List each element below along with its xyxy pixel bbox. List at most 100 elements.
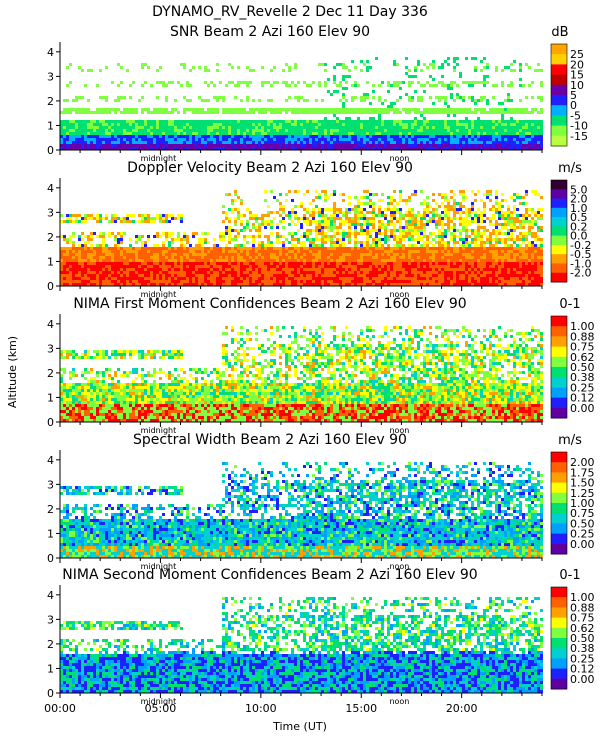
heatmap-cell [327,265,330,268]
heatmap-cell [66,220,69,223]
heatmap-cell [63,135,66,138]
colorbar-segment [551,54,567,65]
heatmap-cell [372,141,375,144]
heatmap-cell [276,259,279,262]
heatmap-cell [333,217,336,220]
heatmap-cell [216,277,219,280]
heatmap-cell [117,283,120,286]
heatmap-cell [399,199,402,202]
heatmap-cell [261,250,264,253]
heatmap-cell [402,253,405,256]
heatmap-cell [468,120,471,123]
heatmap-cell [120,220,123,223]
heatmap-cell [384,226,387,229]
heatmap-cell [402,141,405,144]
heatmap-cell [348,223,351,226]
heatmap-cell [357,126,360,129]
heatmap-cell [306,144,309,147]
heatmap-cell [357,277,360,280]
heatmap-cell [408,111,411,114]
heatmap-cell [144,120,147,123]
heatmap-cell [237,250,240,253]
heatmap-cell [198,238,201,241]
heatmap-cell [351,217,354,220]
heatmap-cell [63,120,66,123]
heatmap-cell [420,235,423,238]
heatmap-cell [435,241,438,244]
heatmap-cell [237,280,240,283]
heatmap-cell [285,283,288,286]
heatmap-cell [384,147,387,150]
heatmap-cell [477,99,480,102]
heatmap-cell [402,126,405,129]
panel-title: SNR Beam 2 Azi 160 Elev 90 [170,24,370,40]
heatmap-cell [66,147,69,150]
heatmap-cell [387,84,390,87]
heatmap-cell [252,226,255,229]
heatmap-cell [243,256,246,259]
heatmap-cell [540,132,543,135]
heatmap-cell [333,223,336,226]
heatmap-cell [339,244,342,247]
heatmap-cell [249,229,252,232]
heatmap-cell [399,280,402,283]
heatmap-cell [426,274,429,277]
heatmap-cell [435,265,438,268]
heatmap-cell [351,108,354,111]
heatmap-cell [123,217,126,220]
heatmap-cell [369,147,372,150]
heatmap-cell [195,259,198,262]
heatmap-cell [174,123,177,126]
heatmap-cell [267,220,270,223]
heatmap-cell [138,126,141,129]
heatmap-cell [237,247,240,250]
heatmap-cell [270,84,273,87]
heatmap-cell [102,135,105,138]
heatmap-cell [456,63,459,66]
heatmap-cell [123,256,126,259]
heatmap-cell [318,138,321,141]
heatmap-cell [123,96,126,99]
heatmap-cell [183,259,186,262]
heatmap-cell [210,132,213,135]
heatmap-cell [333,144,336,147]
heatmap-cell [165,135,168,138]
heatmap-cell [495,147,498,150]
heatmap-cell [252,99,255,102]
heatmap-cell [393,244,396,247]
heatmap-cell [318,250,321,253]
heatmap-cell [192,138,195,141]
heatmap-cell [507,147,510,150]
heatmap-cell [348,268,351,271]
heatmap-cell [390,271,393,274]
heatmap-cell [180,147,183,150]
heatmap-cell [426,132,429,135]
heatmap-cell [291,132,294,135]
heatmap-cell [270,241,273,244]
heatmap-cell [192,262,195,265]
heatmap-cell [396,259,399,262]
heatmap-cell [210,138,213,141]
heatmap-cell [156,271,159,274]
heatmap-cell [408,223,411,226]
heatmap-cell [258,268,261,271]
heatmap-cell [429,268,432,271]
heatmap-cell [420,229,423,232]
heatmap-cell [285,129,288,132]
heatmap-cell [186,253,189,256]
heatmap-cell [294,232,297,235]
heatmap-cell [450,135,453,138]
heatmap-cell [282,265,285,268]
heatmap-cell [477,81,480,84]
heatmap-cell [147,144,150,147]
heatmap-cell [339,280,342,283]
heatmap-cell [237,256,240,259]
heatmap-cell [111,120,114,123]
heatmap-cell [357,262,360,265]
heatmap-cell [360,271,363,274]
heatmap-cell [273,253,276,256]
heatmap-cell [411,277,414,280]
heatmap-cell [258,259,261,262]
heatmap-cell [375,214,378,217]
